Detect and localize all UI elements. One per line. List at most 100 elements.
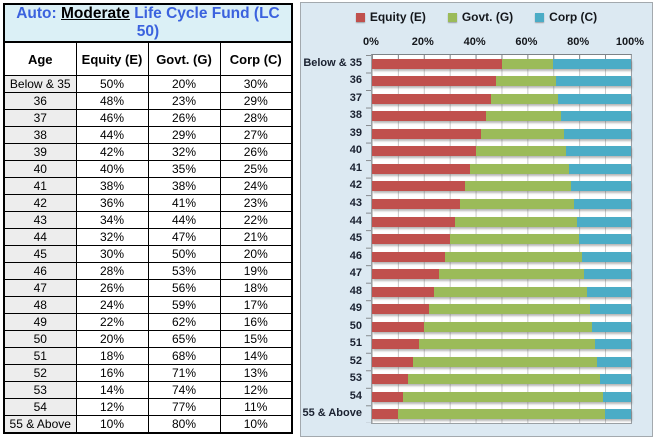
cell-equity: 20%	[75, 330, 149, 348]
bar-stack	[372, 146, 631, 157]
table-title-suffix: Life Cycle Fund (LC 50)	[129, 5, 280, 40]
bar-segment-corp	[561, 111, 631, 122]
cell-age: 48	[3, 296, 77, 314]
bar-stack	[372, 216, 631, 227]
category-label: 46	[349, 249, 362, 262]
category-label: 47	[349, 267, 362, 280]
bar-segment-corp	[605, 409, 631, 420]
cell-age: 54	[3, 398, 77, 416]
cell-govt: 29%	[147, 126, 221, 144]
cell-equity: 26%	[75, 279, 149, 297]
x-axis-tick-label: 80%	[567, 36, 590, 48]
bar-segment-equity	[372, 269, 440, 280]
cell-age: 50	[3, 330, 77, 348]
bar-segment-govt	[408, 374, 600, 385]
bar-segment-govt	[485, 111, 562, 122]
bar-segment-equity	[372, 409, 398, 420]
cell-age: 52	[3, 364, 77, 382]
x-axis-tick-label: 60%	[515, 36, 538, 48]
bar-segment-govt	[491, 93, 559, 104]
x-axis-tick-label: 20%	[411, 36, 434, 48]
cell-govt: 35%	[147, 160, 221, 178]
bar-segment-corp	[602, 391, 631, 402]
bar-row	[372, 160, 631, 178]
bar-segment-equity	[372, 339, 419, 350]
cell-equity: 38%	[75, 177, 149, 195]
cell-age: 46	[3, 262, 77, 280]
bar-segment-govt	[501, 58, 554, 69]
plot-area	[371, 54, 632, 424]
category-label: 54	[349, 389, 362, 402]
cell-govt: 32%	[147, 143, 221, 161]
bar-segment-govt	[460, 199, 574, 210]
cell-age: 44	[3, 228, 77, 246]
bar-stack	[372, 128, 631, 139]
legend-swatch-icon	[447, 12, 457, 22]
table-row: 41 38% 38% 24%	[3, 177, 293, 195]
bar-stack	[372, 339, 631, 350]
allocation-table-body: Below & 35 50% 20% 30% 36 48% 23% 29% 37 46% 26% 28…	[3, 75, 293, 434]
bar-stack	[372, 409, 631, 420]
bar-segment-corp	[558, 93, 631, 104]
cell-govt: 44%	[147, 211, 221, 229]
bar-stack	[372, 58, 631, 69]
cell-equity: 16%	[75, 364, 149, 382]
bar-row	[372, 73, 631, 91]
bar-segment-equity	[372, 76, 497, 87]
cell-corp: 28%	[219, 109, 293, 127]
category-label: 36	[349, 74, 362, 87]
bar-segment-equity	[372, 251, 445, 262]
bar-row	[372, 230, 631, 248]
bar-segment-corp	[574, 199, 631, 210]
table-row: 37 46% 26% 28%	[3, 109, 293, 127]
category-label: 50	[349, 319, 362, 332]
category-axis-labels: Below & 35 36 37 38 39 40 41 42 43 44 45 46 47 48 49 50…	[301, 54, 365, 422]
column-header-age: Age	[3, 41, 77, 76]
bar-segment-corp	[584, 269, 631, 280]
bar-segment-govt	[403, 391, 603, 402]
cell-govt: 80%	[147, 415, 221, 434]
category-label: 43	[349, 197, 362, 210]
category-label: 39	[349, 126, 362, 139]
cell-age: 40	[3, 160, 77, 178]
cell-govt: 74%	[147, 381, 221, 399]
cell-equity: 40%	[75, 160, 149, 178]
cell-equity: 22%	[75, 313, 149, 331]
table-row: 38 44% 29% 27%	[3, 126, 293, 144]
cell-govt: 47%	[147, 228, 221, 246]
cell-equity: 36%	[75, 194, 149, 212]
bar-segment-govt	[418, 339, 595, 350]
table-row: 46 28% 53% 19%	[3, 262, 293, 280]
bar-row	[372, 371, 631, 389]
bar-segment-equity	[372, 58, 502, 69]
cell-govt: 65%	[147, 330, 221, 348]
legend-label: Corp (C)	[549, 10, 598, 24]
bar-segment-equity	[372, 374, 409, 385]
bar-segment-equity	[372, 304, 429, 315]
category-label: 38	[349, 109, 362, 122]
bar-stack	[372, 181, 631, 192]
cell-corp: 13%	[219, 364, 293, 382]
cell-corp: 21%	[219, 228, 293, 246]
cell-corp: 27%	[219, 126, 293, 144]
cell-equity: 48%	[75, 92, 149, 110]
bar-row	[372, 318, 631, 336]
category-label: 51	[349, 337, 362, 350]
table-row: 49 22% 62% 16%	[3, 313, 293, 331]
cell-equity: 32%	[75, 228, 149, 246]
cell-corp: 24%	[219, 177, 293, 195]
x-axis-tick-labels: 0% 20% 40% 60% 80% 100%	[363, 36, 644, 50]
chart-legend: Equity (E) Govt. (G) Corp (C)	[301, 10, 652, 24]
bar-stack	[372, 304, 631, 315]
cell-age: Below & 35	[3, 75, 77, 93]
cell-govt: 71%	[147, 364, 221, 382]
table-row: 45 30% 50% 20%	[3, 245, 293, 263]
cell-equity: 44%	[75, 126, 149, 144]
bar-segment-govt	[496, 76, 556, 87]
table-row: Below & 35 50% 20% 30%	[3, 75, 293, 93]
bar-segment-govt	[444, 251, 582, 262]
bar-segment-corp	[592, 321, 631, 332]
bar-row	[372, 283, 631, 301]
x-axis-tick-label: 100%	[615, 36, 645, 48]
cell-govt: 41%	[147, 194, 221, 212]
